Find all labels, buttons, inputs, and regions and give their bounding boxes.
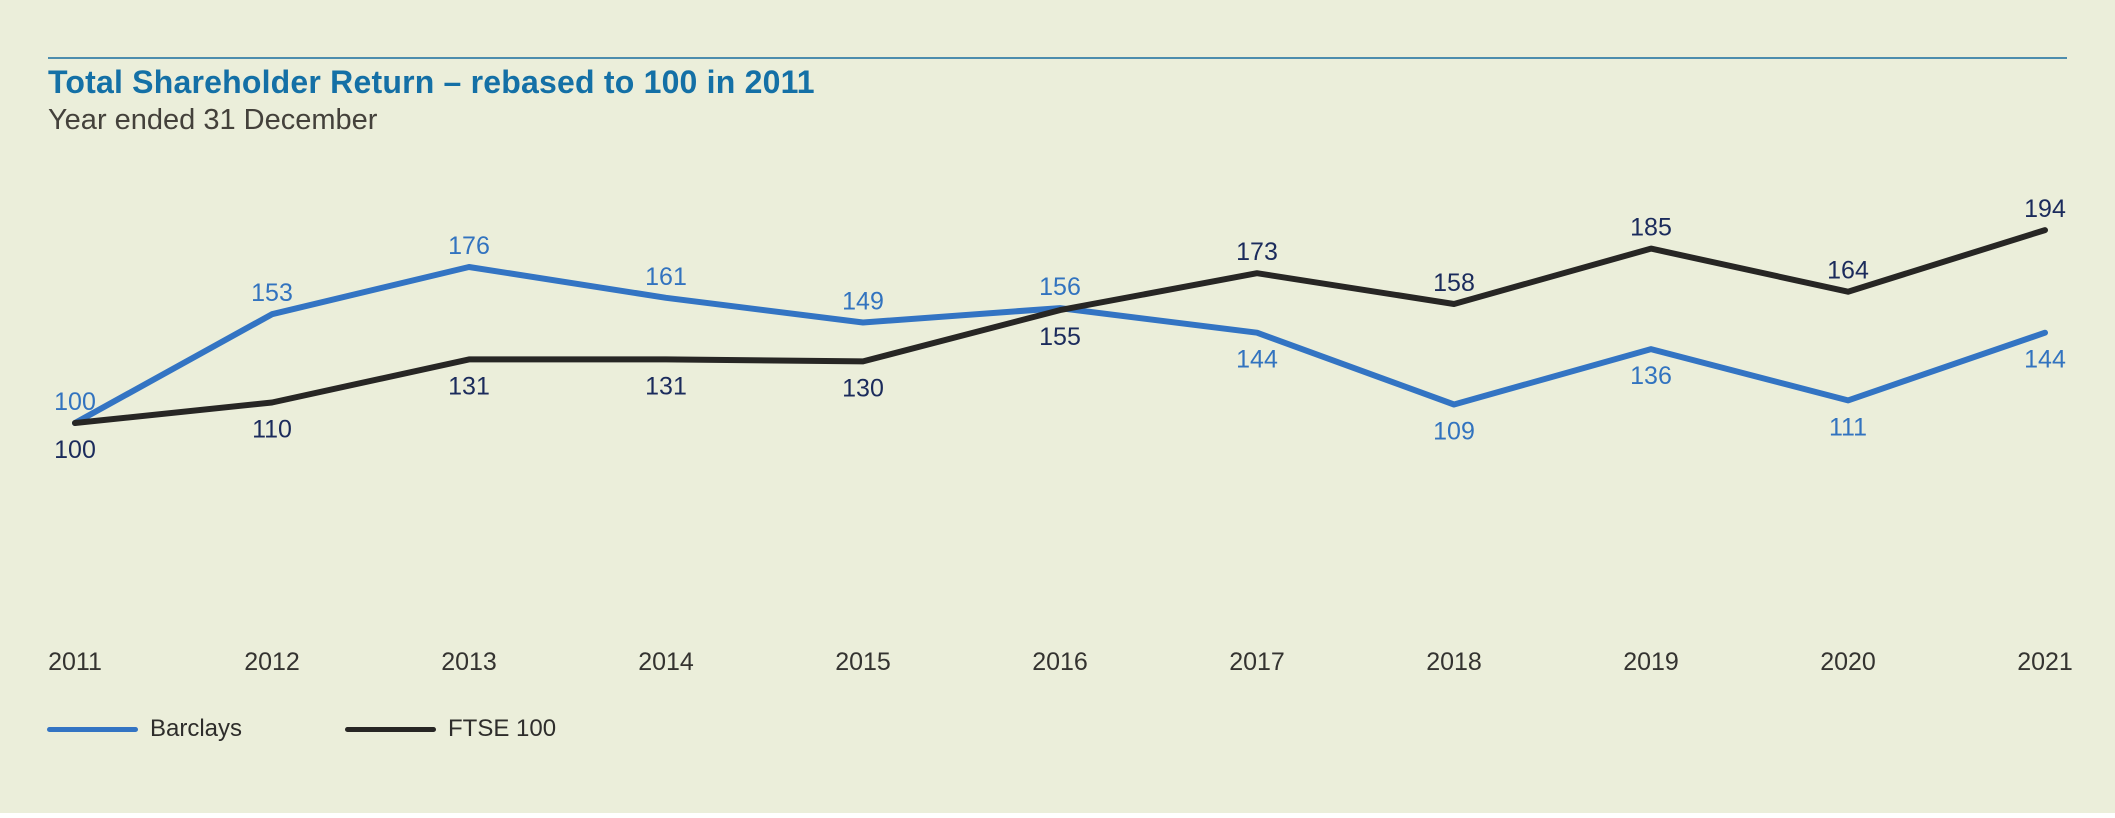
x-axis-label: 2017 [1229, 648, 1285, 676]
ftse100-value-label: 158 [1433, 269, 1475, 297]
ftse100-value-label: 155 [1039, 323, 1081, 351]
ftse100-value-label: 173 [1236, 238, 1278, 266]
barclays-value-label: 144 [1236, 346, 1278, 374]
ftse100-value-label: 130 [842, 374, 884, 402]
x-axis-label: 2014 [638, 648, 694, 676]
barclays-value-label: 156 [1039, 273, 1081, 301]
legend-item-ftse100: FTSE 100 [345, 714, 556, 744]
ftse100-value-label: 131 [448, 372, 490, 400]
ftse100-value-label: 185 [1630, 214, 1672, 242]
chart-title: Total Shareholder Return – rebased to 10… [48, 64, 815, 100]
barclays-value-label: 153 [251, 279, 293, 307]
x-axis-label: 2016 [1032, 648, 1088, 676]
barclays-value-label: 144 [2024, 346, 2066, 374]
chart-subtitle: Year ended 31 December [48, 104, 378, 136]
x-axis-label: 2011 [48, 648, 102, 676]
x-axis-label: 2020 [1820, 648, 1876, 676]
ftse100-value-label: 194 [2024, 195, 2066, 223]
x-axis-label: 2013 [441, 648, 497, 676]
ftse100-line [72, 227, 2048, 426]
barclays-value-label: 136 [1630, 362, 1672, 390]
ftse100-value-label: 110 [252, 416, 292, 444]
legend-label-barclays: Barclays [150, 715, 243, 742]
legend-label-ftse100: FTSE 100 [448, 715, 557, 742]
ftse100-value-label: 100 [54, 436, 96, 464]
x-axis-label: 2015 [835, 648, 891, 676]
barclays-value-label: 149 [842, 288, 884, 316]
ftse100-value-label: 164 [1827, 257, 1869, 285]
barclays-value-label: 161 [645, 263, 687, 291]
barclays-value-label: 100 [54, 388, 96, 416]
x-axis-label: 2012 [244, 648, 300, 676]
ftse100-line-swatch [345, 726, 436, 732]
barclays-line-swatch [47, 726, 138, 732]
x-axis-label: 2018 [1426, 648, 1482, 676]
ftse100-value-label: 131 [645, 372, 687, 400]
barclays-value-label: 176 [448, 232, 490, 260]
chart-legend: Barclays FTSE 100 [0, 714, 2115, 744]
x-axis-label: 2021 [2017, 648, 2073, 676]
bottom-edge-strip [0, 813, 2115, 818]
barclays-value-label: 109 [1433, 418, 1475, 446]
top-accent-rule [48, 57, 2067, 59]
barclays-value-label: 111 [1829, 413, 1867, 441]
legend-item-barclays: Barclays [47, 714, 242, 744]
x-axis-label: 2019 [1623, 648, 1679, 676]
